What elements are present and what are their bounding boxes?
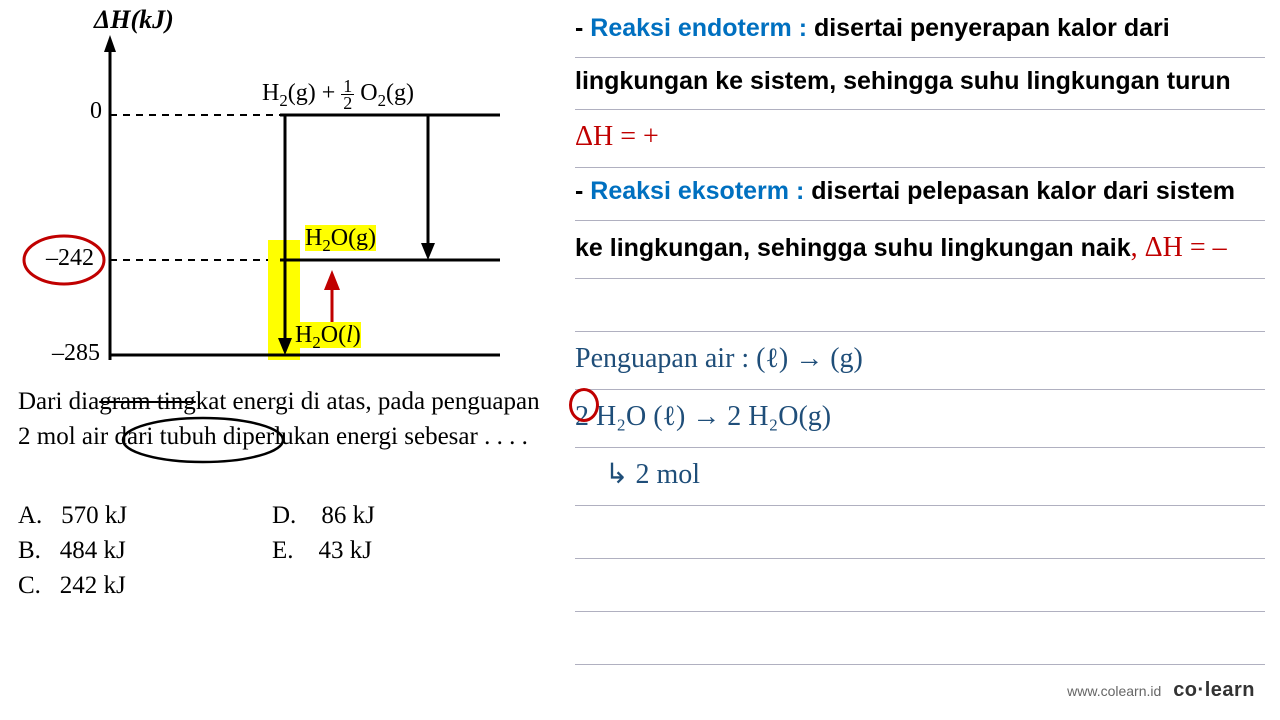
work-line-3: ↳ 2 mol xyxy=(575,448,1265,501)
delta-h-minus: , ΔH = – xyxy=(1131,232,1227,263)
note-line-5: ke lingkungan, sehingga suhu lingkungan … xyxy=(575,221,1265,274)
left-panel: ΔH(kJ) 0 –24 xyxy=(10,0,560,380)
option-a: A. 570 kJ xyxy=(18,498,127,533)
q-p1: Dari dia xyxy=(18,388,99,415)
note-line-4: - Reaksi eksoterm : disertai pelepasan k… xyxy=(575,168,1265,216)
options-col2: D. 86 kJ E. 43 kJ xyxy=(272,498,375,568)
options-col1: A. 570 kJ B. 484 kJ C. 242 kJ xyxy=(18,498,127,603)
reactants-label: H2(g) + 12 O2(g) xyxy=(262,78,414,111)
option-d: D. 86 kJ xyxy=(272,498,375,533)
footer-url: www.colearn.id xyxy=(1067,683,1161,699)
note-line-3: ΔH = + xyxy=(575,110,1265,163)
footer-brand: co·learn xyxy=(1173,679,1255,701)
work-line-1: Penguapan air : (ℓ) → (g) xyxy=(575,332,1265,385)
tick-zero: 0 xyxy=(42,98,102,125)
footer: www.colearn.id co·learn xyxy=(1067,679,1255,702)
diagram-svg xyxy=(10,0,520,380)
tick-mid: –242 xyxy=(24,245,94,272)
question-text: Dari diagram tingkat energi di atas, pad… xyxy=(18,385,558,454)
work-line-2: 2 H₂O (ℓ) → 2 H₂O(g) xyxy=(575,390,1265,443)
endoterm-label: Reaksi endoterm : xyxy=(590,14,814,42)
eksoterm-label: Reaksi eksoterm : xyxy=(590,177,811,205)
tick-low: –285 xyxy=(30,340,100,367)
option-b: B. 484 kJ xyxy=(18,533,127,568)
right-panel: - Reaksi endoterm : disertai penyerapan … xyxy=(575,5,1265,665)
q-p3: kat energi di atas, pada penguapa xyxy=(196,388,527,415)
note-line-2: lingkungan ke sistem, sehingga suhu ling… xyxy=(575,58,1265,106)
option-e: E. 43 kJ xyxy=(272,533,375,568)
q-p2: gram ting xyxy=(99,388,196,415)
h2o-gas-label: H2O(g) xyxy=(305,225,376,256)
energy-diagram: ΔH(kJ) 0 –24 xyxy=(10,0,510,380)
h2o-liquid-label: H2O(l) xyxy=(295,322,361,353)
q-p5: dari tubuh diperlukan energi sebesar . .… xyxy=(108,423,528,450)
delta-h-plus: ΔH = + xyxy=(575,121,659,152)
rule-12 xyxy=(575,664,1265,665)
note-line-1: - Reaksi endoterm : disertai penyerapan … xyxy=(575,5,1265,53)
option-c: C. 242 kJ xyxy=(18,568,127,603)
